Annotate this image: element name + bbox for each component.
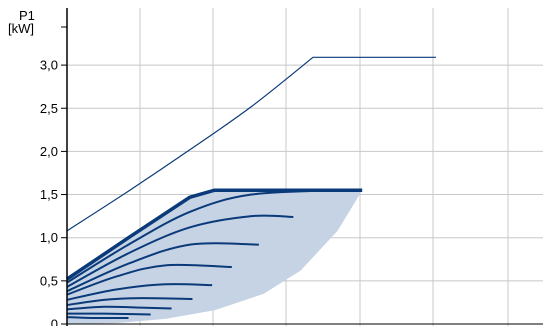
family-curve-2 bbox=[66, 214, 294, 288]
family-curve-4 bbox=[66, 263, 232, 296]
y-tick-label-6: 3,0 bbox=[40, 58, 58, 73]
y-tick-label-5: 2,5 bbox=[40, 101, 58, 116]
y-axis-label-line2: [kW] bbox=[8, 21, 34, 36]
y-tick-label-3: 1,5 bbox=[40, 187, 58, 202]
operating-region-fill bbox=[67, 190, 363, 324]
family-curve-3 bbox=[66, 242, 259, 293]
envelope-top-line bbox=[66, 188, 363, 281]
max-power-curve bbox=[66, 56, 436, 232]
family-curve-8 bbox=[66, 312, 151, 316]
y-tick-label-1: 0,5 bbox=[40, 273, 58, 288]
family-curve-5 bbox=[66, 283, 213, 301]
y-axis-label-line1: P1 bbox=[19, 8, 35, 23]
y-tick-label-0: 0 bbox=[51, 317, 58, 327]
family-curve-7 bbox=[66, 305, 172, 311]
y-tick-label-4: 2,0 bbox=[40, 144, 58, 159]
family-curve-6 bbox=[66, 297, 193, 307]
family-curve-9 bbox=[66, 316, 129, 320]
y-tick-label-2: 1,0 bbox=[40, 230, 58, 245]
